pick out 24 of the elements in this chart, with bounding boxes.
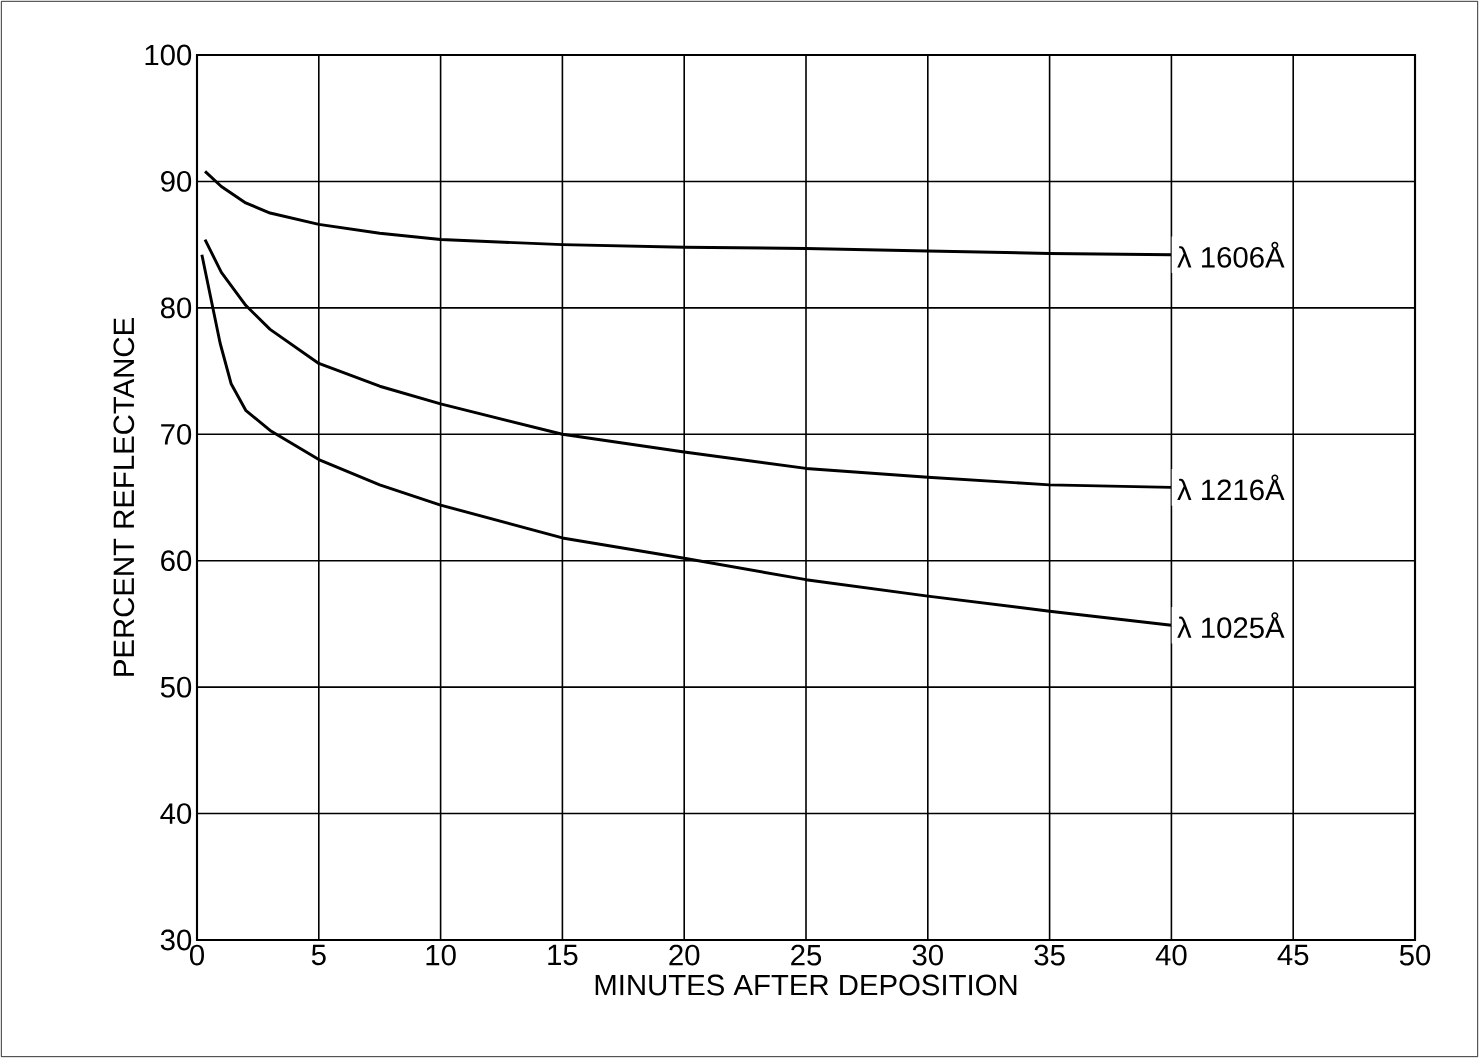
y-tick-label: 80 — [160, 297, 192, 319]
y-tick-label: 30 — [160, 929, 192, 951]
x-tick-label: 45 — [1277, 944, 1309, 966]
y-tick-label: 60 — [161, 550, 192, 572]
x-tick-label: 5 — [311, 944, 326, 966]
x-tick-label: 35 — [1034, 944, 1065, 966]
x-tick-label: 30 — [912, 944, 943, 966]
series-label: λ 1606Å — [1177, 241, 1285, 268]
x-tick-label: 10 — [426, 944, 456, 966]
x-tick-label: 40 — [1155, 944, 1187, 966]
y-tick-label: 90 — [161, 171, 192, 192]
y-axis-title: PERCENT REFLECTANCE — [113, 318, 135, 676]
x-tick-label: 50 — [1399, 944, 1431, 966]
x-tick-label: 15 — [548, 944, 578, 966]
x-tick-label: 25 — [791, 944, 822, 966]
series-label: λ 1216Å — [1177, 474, 1285, 501]
y-tick-label: 100 — [145, 44, 192, 66]
y-tick-label: 50 — [160, 676, 192, 698]
y-tick-label: 40 — [160, 803, 192, 824]
x-tick-label: 20 — [669, 944, 700, 966]
y-tick-label: 70 — [161, 423, 192, 445]
x-axis-title: MINUTES AFTER DEPOSITION — [595, 974, 1017, 996]
x-tick-label: 0 — [189, 944, 205, 966]
series-label: λ 1025Å — [1177, 612, 1285, 639]
